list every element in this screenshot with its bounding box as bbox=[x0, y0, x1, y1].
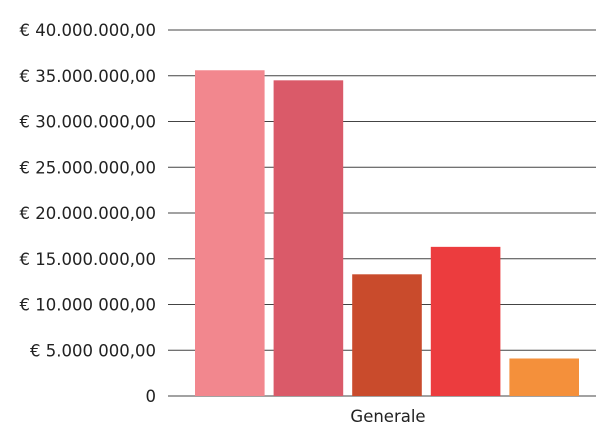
y-tick-label: € 20.000.000,00 bbox=[20, 204, 156, 223]
bar bbox=[430, 246, 501, 396]
y-tick-label: € 15.000.000,00 bbox=[20, 250, 156, 269]
bar bbox=[195, 70, 265, 396]
bar bbox=[352, 274, 422, 396]
y-tick-label: € 30.000.000,00 bbox=[20, 113, 156, 132]
y-tick-label: € 10.000 000,00 bbox=[20, 296, 156, 315]
bar bbox=[273, 80, 344, 396]
bar bbox=[509, 358, 579, 396]
x-axis-labels: Generale bbox=[350, 407, 425, 426]
bars bbox=[195, 70, 579, 396]
y-axis-tick-labels: 0 € 5.000 000,00 € 10.000 000,00 € 15.000.0… bbox=[20, 21, 156, 406]
y-tick-label: 0 bbox=[146, 387, 157, 406]
y-tick-label: € 5.000 000,00 bbox=[30, 341, 156, 360]
y-tick-label: € 40.000.000,00 bbox=[20, 21, 156, 40]
y-tick-label: € 35.000.000,00 bbox=[20, 67, 156, 86]
x-category-label: Generale bbox=[350, 407, 425, 426]
y-tick-label: € 25.000.000,00 bbox=[20, 158, 156, 177]
